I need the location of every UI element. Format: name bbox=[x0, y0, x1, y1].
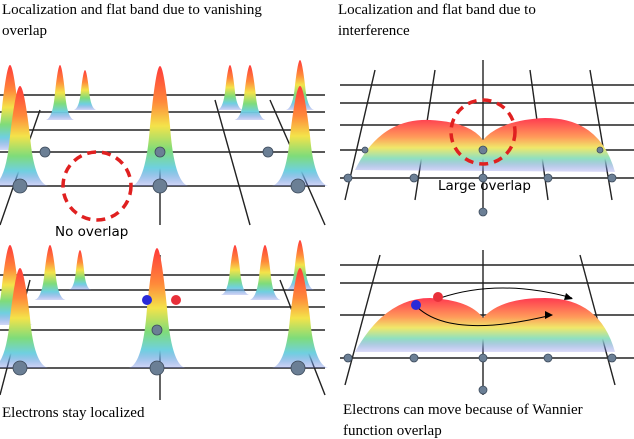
left-caption: Electrons stay localized bbox=[2, 405, 145, 421]
panel-bottom-right bbox=[340, 250, 634, 395]
left-label: No overlap bbox=[55, 224, 129, 240]
panel-bottom-left bbox=[0, 240, 328, 400]
right-title: Localization and flat band due to interf… bbox=[338, 2, 536, 39]
panel-top-left bbox=[0, 60, 328, 226]
panel-top-right bbox=[340, 60, 634, 217]
right-caption: Electrons can move because of Wannier fu… bbox=[343, 402, 583, 439]
right-label: Large overlap bbox=[438, 178, 531, 194]
left-title: Localization and flat band due to vanish… bbox=[2, 2, 262, 39]
